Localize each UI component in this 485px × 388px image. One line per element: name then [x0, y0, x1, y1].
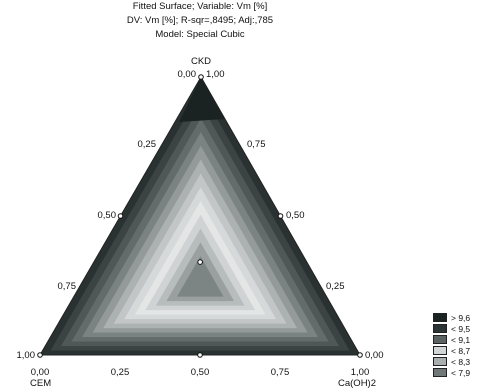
left-tick-025: 0,25: [138, 139, 157, 150]
legend-item: < 8,3: [433, 356, 470, 367]
design-point-5: [117, 213, 124, 219]
right-tick-025: 0,25: [326, 281, 345, 292]
legend-swatch: [433, 313, 447, 322]
design-point-7: [197, 259, 203, 265]
design-point-3: [198, 74, 204, 80]
legend-swatch: [433, 335, 447, 344]
right-tick-075: 0,75: [247, 139, 266, 150]
design-points: [37, 74, 363, 358]
vertex-label-top: CKD: [191, 56, 211, 67]
bottom-tick-075: 0,75: [271, 367, 290, 378]
legend-swatch: [433, 357, 447, 366]
legend-label: < 9,5: [451, 323, 471, 334]
legend: > 9,6 < 9,5 < 9,1 < 8,7 < 8,3 < 7,9: [433, 312, 470, 378]
right-tick-000: 0,00: [365, 350, 384, 361]
legend-swatch: [433, 368, 447, 377]
legend-item: < 9,5: [433, 323, 470, 334]
vertex-label-right: Ca(OH)2: [338, 378, 376, 388]
vertex-top-value-left: 0,00: [178, 69, 197, 80]
contour-apex-region: [179, 77, 225, 122]
legend-item: < 8,7: [433, 345, 470, 356]
left-tick-050: 0,50: [98, 210, 117, 221]
design-point-6: [277, 213, 284, 219]
left-tick-100: 1,00: [17, 350, 36, 361]
legend-label: > 9,6: [451, 312, 471, 323]
bottom-tick-000: 0,00: [31, 367, 50, 378]
title-line-2: DV: Vm [%]; R-sqr=,8495; Adj:,785: [126, 15, 274, 26]
vertex-top-value-right: 1,00: [206, 69, 225, 80]
design-point-2: [357, 352, 363, 358]
title-line-1: Fitted Surface; Variable: Vm [%]: [132, 1, 268, 12]
legend-item: < 9,1: [433, 334, 470, 345]
legend-item: > 9,6: [433, 312, 470, 323]
left-tick-075: 0,75: [58, 281, 77, 292]
chart-title: Fitted Surface; Variable: Vm [%] DV: Vm …: [0, 0, 400, 42]
contour-band-14: [176, 256, 224, 297]
legend-label: < 7,9: [451, 367, 471, 378]
legend-label: < 8,7: [451, 345, 471, 356]
contour-layers: [40, 77, 360, 355]
design-point-1: [37, 352, 43, 358]
vertex-label-left: CEM: [30, 378, 51, 388]
legend-swatch: [433, 346, 447, 355]
right-tick-050: 0,50: [286, 210, 305, 221]
title-line-3: Model: Special Cubic: [155, 29, 245, 40]
design-point-4: [197, 352, 203, 358]
legend-label: < 9,1: [451, 334, 471, 345]
legend-label: < 8,3: [451, 356, 471, 367]
bottom-tick-025: 0,25: [111, 367, 130, 378]
bottom-tick-100: 1,00: [351, 367, 370, 378]
bottom-tick-050: 0,50: [191, 367, 210, 378]
legend-item: < 7,9: [433, 367, 470, 378]
legend-swatch: [433, 324, 447, 333]
